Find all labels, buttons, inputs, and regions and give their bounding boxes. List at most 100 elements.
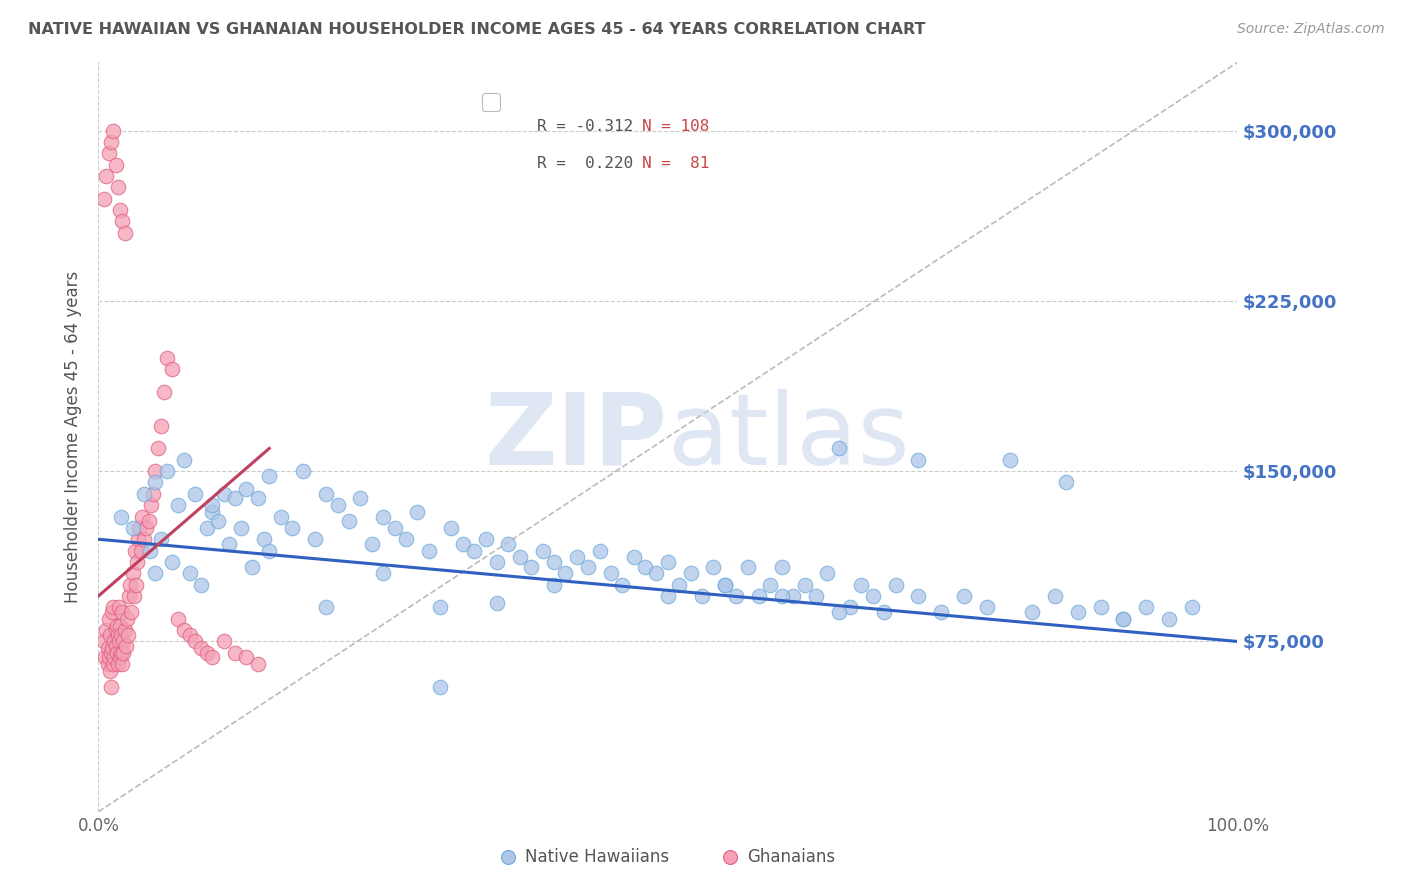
Point	[474, 533, 496, 547]
Point	[702, 559, 724, 574]
Point	[770, 559, 793, 574]
Point	[804, 589, 827, 603]
Point	[224, 491, 246, 506]
Y-axis label: Householder Income Ages 45 - 64 years: Householder Income Ages 45 - 64 years	[65, 271, 83, 603]
Point	[281, 521, 304, 535]
Point	[714, 577, 737, 591]
Point	[122, 589, 145, 603]
Point	[173, 623, 195, 637]
Point	[93, 634, 115, 648]
Point	[1090, 600, 1112, 615]
Point	[588, 543, 610, 558]
Point	[725, 589, 748, 603]
Point	[195, 521, 218, 535]
Point	[145, 475, 167, 490]
Point	[429, 680, 451, 694]
Point	[129, 543, 152, 558]
Point	[107, 657, 129, 672]
Text: Ghanaians: Ghanaians	[748, 847, 835, 865]
Point	[131, 509, 153, 524]
Point	[114, 639, 136, 653]
Point	[759, 577, 782, 591]
Point	[315, 487, 337, 501]
Point	[679, 566, 702, 581]
Point	[142, 487, 165, 501]
Point	[360, 537, 382, 551]
Point	[600, 566, 623, 581]
Point	[953, 589, 976, 603]
Point	[179, 566, 201, 581]
Point	[337, 514, 360, 528]
Point	[145, 464, 167, 478]
Point	[1157, 612, 1180, 626]
Point	[207, 514, 229, 528]
Point	[146, 442, 169, 456]
Point	[259, 468, 281, 483]
Point	[623, 550, 645, 565]
Point	[565, 550, 588, 565]
Point	[884, 577, 907, 591]
Point	[240, 559, 263, 574]
Point	[873, 605, 896, 619]
Point	[657, 589, 679, 603]
Point	[190, 577, 212, 591]
Point	[103, 634, 125, 648]
Point	[576, 559, 599, 574]
Point	[429, 600, 451, 615]
Point	[184, 634, 207, 648]
Point	[100, 135, 122, 149]
Point	[451, 537, 474, 551]
Text: N = 108: N = 108	[641, 119, 709, 134]
Point	[96, 657, 118, 672]
Point	[120, 577, 142, 591]
Point	[107, 627, 129, 641]
Point	[139, 498, 162, 512]
Point	[107, 180, 129, 194]
Point	[384, 521, 406, 535]
Point	[828, 605, 851, 619]
Point	[668, 577, 690, 591]
Point	[127, 533, 149, 547]
Point	[110, 627, 132, 641]
Point	[103, 600, 125, 615]
Point	[135, 521, 157, 535]
Point	[1054, 475, 1078, 490]
Point	[782, 589, 804, 603]
Point	[110, 509, 132, 524]
Point	[132, 487, 155, 501]
Point	[212, 487, 235, 501]
Point	[201, 505, 224, 519]
Point	[179, 627, 201, 641]
Point	[111, 214, 134, 228]
Point	[634, 559, 657, 574]
Point	[543, 577, 565, 591]
Point	[1135, 600, 1157, 615]
Point	[224, 646, 246, 660]
Text: R =  0.220: R = 0.220	[537, 156, 633, 171]
Point	[520, 559, 543, 574]
Point	[138, 543, 160, 558]
Point	[815, 566, 838, 581]
Point	[105, 646, 128, 660]
Point	[212, 634, 235, 648]
Point	[173, 452, 195, 467]
Point	[108, 650, 131, 665]
Text: Native Hawaiians: Native Hawaiians	[526, 847, 669, 865]
Point	[94, 650, 117, 665]
Point	[98, 627, 121, 641]
Point	[543, 555, 565, 569]
Point	[1112, 612, 1135, 626]
Point	[127, 555, 149, 569]
Point	[97, 650, 120, 665]
Point	[418, 543, 440, 558]
Point	[103, 650, 125, 665]
Point	[235, 650, 257, 665]
Point	[498, 537, 520, 551]
Point	[195, 646, 218, 660]
Point	[97, 146, 120, 161]
Point	[121, 521, 143, 535]
Point	[104, 639, 127, 653]
Point	[108, 600, 131, 615]
Point	[132, 533, 155, 547]
Point	[1067, 605, 1090, 619]
